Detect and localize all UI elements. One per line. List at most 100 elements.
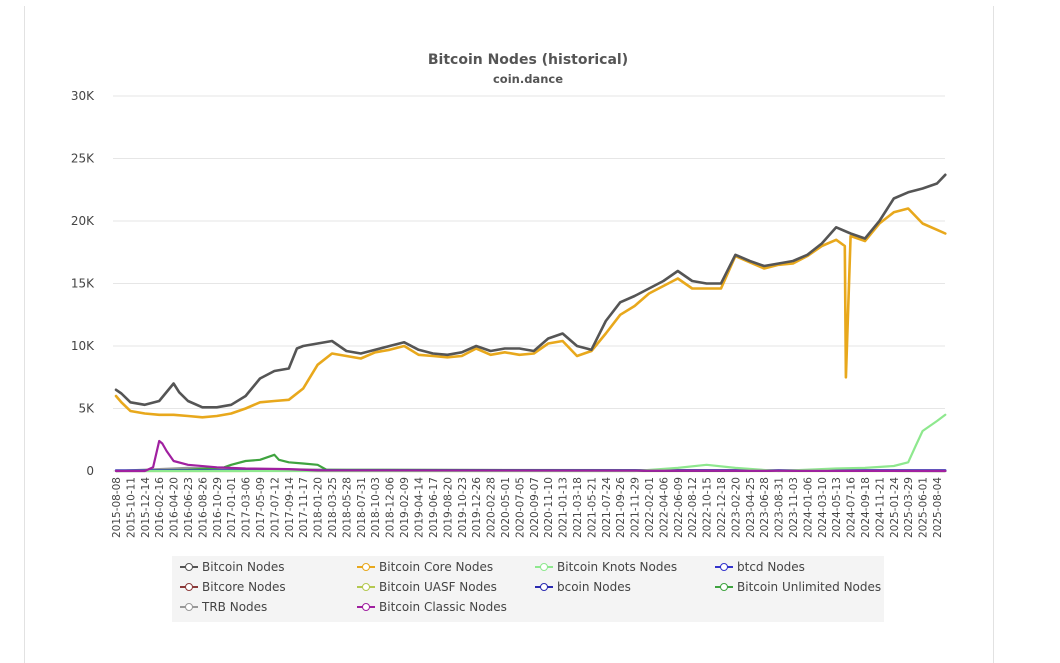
legend-swatch: [535, 562, 553, 572]
legend-swatch: [715, 562, 733, 572]
x-tick-label: 2021-03-18: [572, 477, 584, 538]
legend-item[interactable]: Bitcoin Classic Nodes: [357, 598, 507, 616]
gridlines: [113, 95, 945, 472]
y-tick-label: 10K: [71, 339, 95, 353]
x-tick-label: 2018-12-06: [385, 477, 397, 538]
legend-label: Bitcoin Core Nodes: [379, 560, 494, 574]
x-tick-label: 2017-01-01: [226, 477, 238, 538]
x-tick-label: 2025-06-01: [918, 477, 930, 538]
legend-label: Bitcoin UASF Nodes: [379, 580, 497, 594]
x-tick-label: 2017-11-17: [298, 477, 310, 538]
x-tick-label: 2016-06-23: [183, 477, 195, 538]
legend-swatch: [180, 582, 198, 592]
x-tick-label: 2022-12-18: [716, 477, 728, 538]
x-tick-label: 2020-09-07: [529, 477, 541, 538]
x-tick-label: 2015-12-14: [140, 477, 152, 538]
x-tick-label: 2018-05-28: [341, 477, 353, 538]
legend-swatch: [715, 582, 733, 592]
x-tick-label: 2016-10-29: [212, 477, 224, 538]
legend: Bitcoin Nodes Bitcoin Core Nodes Bitcoin K…: [172, 556, 884, 622]
x-tick-label: 2019-10-23: [457, 477, 469, 538]
x-tick-label: 2018-01-20: [313, 477, 325, 538]
legend-label: Bitcore Nodes: [202, 580, 286, 594]
x-tick-label: 2019-04-14: [414, 477, 426, 538]
legend-item[interactable]: bcoin Nodes: [535, 578, 631, 596]
x-axis: 2015-08-08 2015-10-11 2015-12-14 2016-02-16…: [111, 477, 944, 538]
x-tick-label: 2020-02-28: [486, 477, 498, 538]
x-tick-label: 2018-07-31: [356, 477, 368, 538]
legend-item[interactable]: Bitcoin UASF Nodes: [357, 578, 497, 596]
y-tick-label: 5K: [78, 402, 95, 416]
x-tick-label: 2017-09-14: [284, 477, 296, 538]
legend-item[interactable]: Bitcoin Knots Nodes: [535, 558, 677, 576]
legend-item[interactable]: Bitcore Nodes: [180, 578, 286, 596]
x-tick-label: 2021-01-13: [558, 477, 570, 538]
y-tick-label: 20K: [71, 214, 95, 228]
x-tick-label: 2017-05-09: [255, 477, 267, 538]
x-tick-label: 2022-02-01: [644, 477, 656, 538]
y-axis: 0 5K 10K 15K 20K 25K 30K: [71, 89, 95, 478]
legend-label: TRB Nodes: [202, 600, 268, 614]
plot-area: [114, 173, 947, 473]
legend-label: bcoin Nodes: [557, 580, 631, 594]
legend-label: btcd Nodes: [737, 560, 805, 574]
legend-item[interactable]: Bitcoin Core Nodes: [357, 558, 493, 576]
legend-swatch: [180, 562, 198, 572]
y-tick-label: 0: [86, 464, 94, 478]
chart-title: Bitcoin Nodes (historical): [428, 52, 628, 68]
x-tick-label: 2022-08-12: [687, 477, 699, 538]
x-tick-label: 2020-07-05: [514, 477, 526, 538]
x-tick-label: 2023-02-20: [730, 477, 742, 538]
x-tick-label: 2016-04-20: [169, 477, 181, 538]
x-tick-label: 2024-05-13: [831, 477, 843, 538]
chart-subtitle: coin.dance: [493, 72, 563, 86]
x-tick-label: 2024-07-16: [846, 477, 858, 538]
x-tick-label: 2022-06-09: [673, 477, 685, 538]
x-tick-label: 2022-10-15: [702, 477, 714, 538]
x-tick-label: 2025-08-04: [932, 477, 944, 538]
legend-item[interactable]: Bitcoin Nodes: [180, 558, 285, 576]
x-tick-label: 2015-08-08: [111, 477, 123, 538]
x-tick-label: 2024-09-18: [860, 477, 872, 538]
legend-label: Bitcoin Classic Nodes: [379, 600, 507, 614]
x-tick-label: 2024-03-10: [817, 477, 829, 538]
x-tick-label: 2022-04-06: [658, 477, 670, 538]
x-tick-label: 2023-08-31: [774, 477, 786, 538]
x-tick-label: 2021-09-26: [615, 477, 627, 538]
x-tick-label: 2023-11-03: [788, 477, 800, 538]
legend-label: Bitcoin Knots Nodes: [557, 560, 678, 574]
series-line: [114, 413, 947, 473]
legend-item[interactable]: btcd Nodes: [715, 558, 805, 576]
x-tick-label: 2018-03-25: [327, 477, 339, 538]
x-tick-label: 2019-02-09: [399, 477, 411, 538]
x-tick-label: 2021-05-21: [586, 477, 598, 538]
legend-swatch: [180, 602, 198, 612]
legend-swatch: [535, 582, 553, 592]
series-line: [114, 207, 947, 419]
x-tick-label: 2018-10-03: [370, 477, 382, 538]
legend-swatch: [357, 602, 375, 612]
x-tick-label: 2024-11-21: [874, 477, 886, 538]
legend-item[interactable]: Bitcoin Unlimited Nodes: [715, 578, 881, 596]
x-tick-label: 2017-07-12: [269, 477, 281, 538]
legend-item[interactable]: TRB Nodes: [180, 598, 267, 616]
x-tick-label: 2015-10-11: [125, 477, 137, 538]
series-line: [114, 439, 947, 473]
x-tick-label: 2025-01-24: [889, 477, 901, 538]
x-tick-label: 2023-04-25: [745, 477, 757, 538]
x-tick-label: 2020-11-10: [543, 477, 555, 538]
x-tick-label: 2019-08-20: [442, 477, 454, 538]
x-tick-label: 2019-12-26: [471, 477, 483, 538]
legend-swatch: [357, 582, 375, 592]
legend-label: Bitcoin Nodes: [202, 560, 285, 574]
x-tick-label: 2017-03-06: [241, 477, 253, 538]
x-tick-label: 2016-02-16: [154, 477, 166, 538]
legend-swatch: [357, 562, 375, 572]
x-tick-label: 2019-06-17: [428, 477, 440, 538]
y-tick-label: 25K: [71, 152, 95, 166]
x-tick-label: 2021-07-24: [601, 477, 613, 538]
x-tick-label: 2020-05-01: [500, 477, 512, 538]
series-line: [114, 173, 947, 409]
x-tick-label: 2016-08-26: [197, 477, 209, 538]
